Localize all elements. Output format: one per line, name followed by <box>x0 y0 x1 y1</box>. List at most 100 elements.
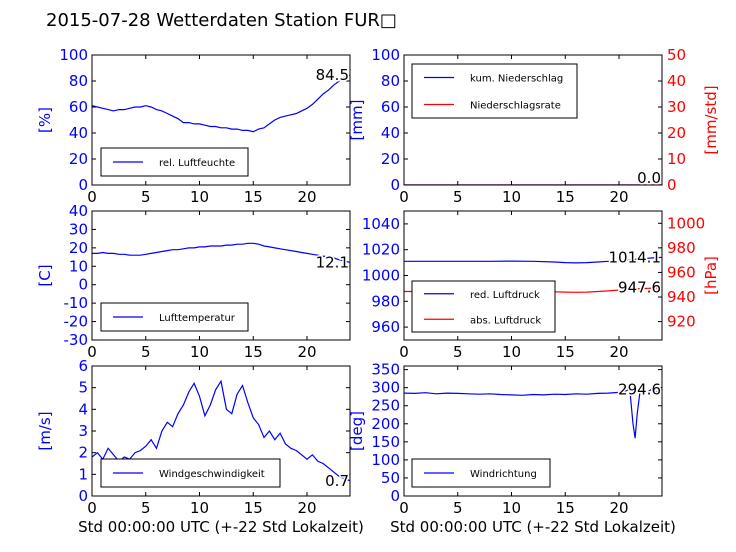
y-tick-label-temperature: 30 <box>69 220 88 238</box>
legend-label-precip-0: kum. Niederschlag <box>470 74 563 85</box>
plot-frame-humidity <box>91 54 351 186</box>
x-tick-label-temperature: 0 <box>87 343 97 361</box>
y-tick-label-precip: 0 <box>390 176 400 194</box>
y-tick-label-wind_dir: 150 <box>371 433 400 451</box>
x-tick-label-humidity: 5 <box>141 188 151 206</box>
y-tick-label-precip: 60 <box>381 98 400 116</box>
legend-label-wind_dir-0: Windrichtung <box>470 469 537 480</box>
y-tick-label-temperature: -10 <box>64 294 89 312</box>
x-tick-label-precip: 20 <box>609 188 628 206</box>
last-value-label-pressure-a: 1014.1 <box>609 248 662 266</box>
y-tick-label-humidity: 40 <box>69 124 88 142</box>
x-tick-label-wind_dir: 10 <box>502 499 521 517</box>
x-tick-label-humidity: 20 <box>297 188 316 206</box>
x-tick-label-precip: 15 <box>556 188 575 206</box>
series-line-wind_dir-0 <box>404 386 662 439</box>
series-line-temperature-0 <box>92 242 350 263</box>
x-axis-label-wind_speed: Std 00:00:00 UTC (+-22 Std Lokalzeit) <box>78 518 364 536</box>
y-tick-label-temperature: -30 <box>64 331 89 349</box>
last-value-label-pressure-b: 947.6 <box>618 279 661 297</box>
legend-label-humidity-0: rel. Luftfeuchte <box>159 158 235 169</box>
x-tick-label-precip: 5 <box>453 188 463 206</box>
y-axis-right-label-pressure: [hPa] <box>702 256 720 295</box>
y-axis-label-precip: [mm] <box>348 100 366 141</box>
plot-frame-temperature <box>91 210 351 341</box>
x-tick-label-pressure: 20 <box>609 343 628 361</box>
x-tick-label-pressure: 5 <box>453 343 463 361</box>
y-tick-label-humidity: 100 <box>59 46 88 64</box>
y-tick-label-precip: 40 <box>381 124 400 142</box>
x-tick-label-humidity: 10 <box>190 188 209 206</box>
legend-label-pressure-0: red. Luftdruck <box>470 290 540 301</box>
x-tick-label-precip: 0 <box>399 188 409 206</box>
y-tick-label-precip: 80 <box>381 72 400 90</box>
last-value-label-temperature-a: 12.1 <box>316 253 349 271</box>
x-tick-label-temperature: 10 <box>190 343 209 361</box>
chart-precip: 0 5 10 15 20 0 20 40 60 80 100 0 10 20 30 40 50 [mm] [mm/s… <box>348 46 720 206</box>
y-tick-label-precip: 100 <box>371 46 400 64</box>
last-value-label-precip-b: 0.0 <box>637 169 661 187</box>
y-tick-right-label-precip: 50 <box>667 46 686 64</box>
y-tick-label-wind_dir: 100 <box>371 451 400 469</box>
y-tick-label-humidity: 20 <box>69 150 88 168</box>
x-tick-label-temperature: 20 <box>297 343 316 361</box>
y-tick-right-label-pressure: 980 <box>667 239 696 257</box>
y-tick-label-pressure: 1000 <box>362 267 400 285</box>
legend-box-precip <box>411 63 578 119</box>
plot-frame-wind_dir <box>403 365 663 497</box>
x-tick-label-wind_speed: 10 <box>190 499 209 517</box>
x-tick-label-pressure: 0 <box>399 343 409 361</box>
series-line-humidity-0 <box>92 74 350 133</box>
chart-humidity: 0 5 10 15 20 0 20 40 60 80 100 [%] 84.5 rel. Luftfeuc… <box>36 46 351 206</box>
y-tick-label-temperature: 0 <box>78 276 88 294</box>
legend-label-precip-1: Niederschlagsrate <box>470 101 561 112</box>
last-value-label-precip-a: 0.0 <box>637 169 661 187</box>
y-tick-label-temperature: 40 <box>69 202 88 220</box>
y-tick-label-humidity: 0 <box>78 176 88 194</box>
y-tick-label-wind_dir: 50 <box>381 469 400 487</box>
y-axis-label-wind_speed: [m/s] <box>36 411 54 450</box>
x-tick-label-wind_dir: 5 <box>453 499 463 517</box>
y-tick-label-wind_speed: 5 <box>78 379 88 397</box>
y-tick-label-precip: 20 <box>381 150 400 168</box>
x-axis-label-wind_dir: Std 00:00:00 UTC (+-22 Std Lokalzeit) <box>390 518 676 536</box>
last-value-label-humidity-a: 84.5 <box>316 66 349 84</box>
y-tick-label-wind_speed: 1 <box>78 465 88 483</box>
x-tick-label-humidity: 15 <box>244 188 263 206</box>
legend-label-wind_speed-0: Windgeschwindigkeit <box>159 469 265 480</box>
x-tick-label-temperature: 15 <box>244 343 263 361</box>
y-tick-label-pressure: 960 <box>371 318 400 336</box>
y-tick-label-temperature: -20 <box>64 313 89 331</box>
y-tick-label-humidity: 60 <box>69 98 88 116</box>
y-tick-right-label-precip: 0 <box>667 176 677 194</box>
y-tick-label-humidity: 80 <box>69 72 88 90</box>
chart-pressure: 0 5 10 15 20 960 980 1000 1020 1040 920 940 960 980 10… <box>362 210 720 361</box>
x-tick-label-wind_speed: 0 <box>87 499 97 517</box>
y-axis-label-humidity: [%] <box>36 107 54 133</box>
y-axis-label-wind_dir: [deg] <box>348 411 366 451</box>
y-tick-right-label-pressure: 940 <box>667 288 696 306</box>
last-value-label-wind_speed-a: 0.7 <box>325 472 349 490</box>
y-tick-label-wind_speed: 6 <box>78 357 88 375</box>
x-tick-label-precip: 10 <box>502 188 521 206</box>
y-tick-label-pressure: 980 <box>371 292 400 310</box>
y-tick-label-pressure: 1020 <box>362 241 400 259</box>
y-tick-right-label-pressure: 920 <box>667 313 696 331</box>
x-tick-label-wind_dir: 15 <box>556 499 575 517</box>
x-tick-label-wind_dir: 0 <box>399 499 409 517</box>
x-tick-label-wind_speed: 20 <box>297 499 316 517</box>
y-tick-right-label-precip: 10 <box>667 150 686 168</box>
x-tick-label-pressure: 15 <box>556 343 575 361</box>
y-tick-label-wind_dir: 250 <box>371 397 400 415</box>
y-tick-label-wind_speed: 0 <box>78 487 88 505</box>
y-tick-label-wind_dir: 300 <box>371 379 400 397</box>
x-tick-label-wind_speed: 15 <box>244 499 263 517</box>
plot-frame-precip <box>403 54 663 186</box>
x-tick-label-wind_speed: 5 <box>141 499 151 517</box>
y-tick-label-wind_dir: 0 <box>390 487 400 505</box>
y-tick-label-temperature: 10 <box>69 257 88 275</box>
last-value-label-wind_dir-a: 294.6 <box>618 381 661 399</box>
chart-temperature: 0 5 10 15 20-30-20-10010203040[C]12.1Lufttem… <box>36 202 351 361</box>
